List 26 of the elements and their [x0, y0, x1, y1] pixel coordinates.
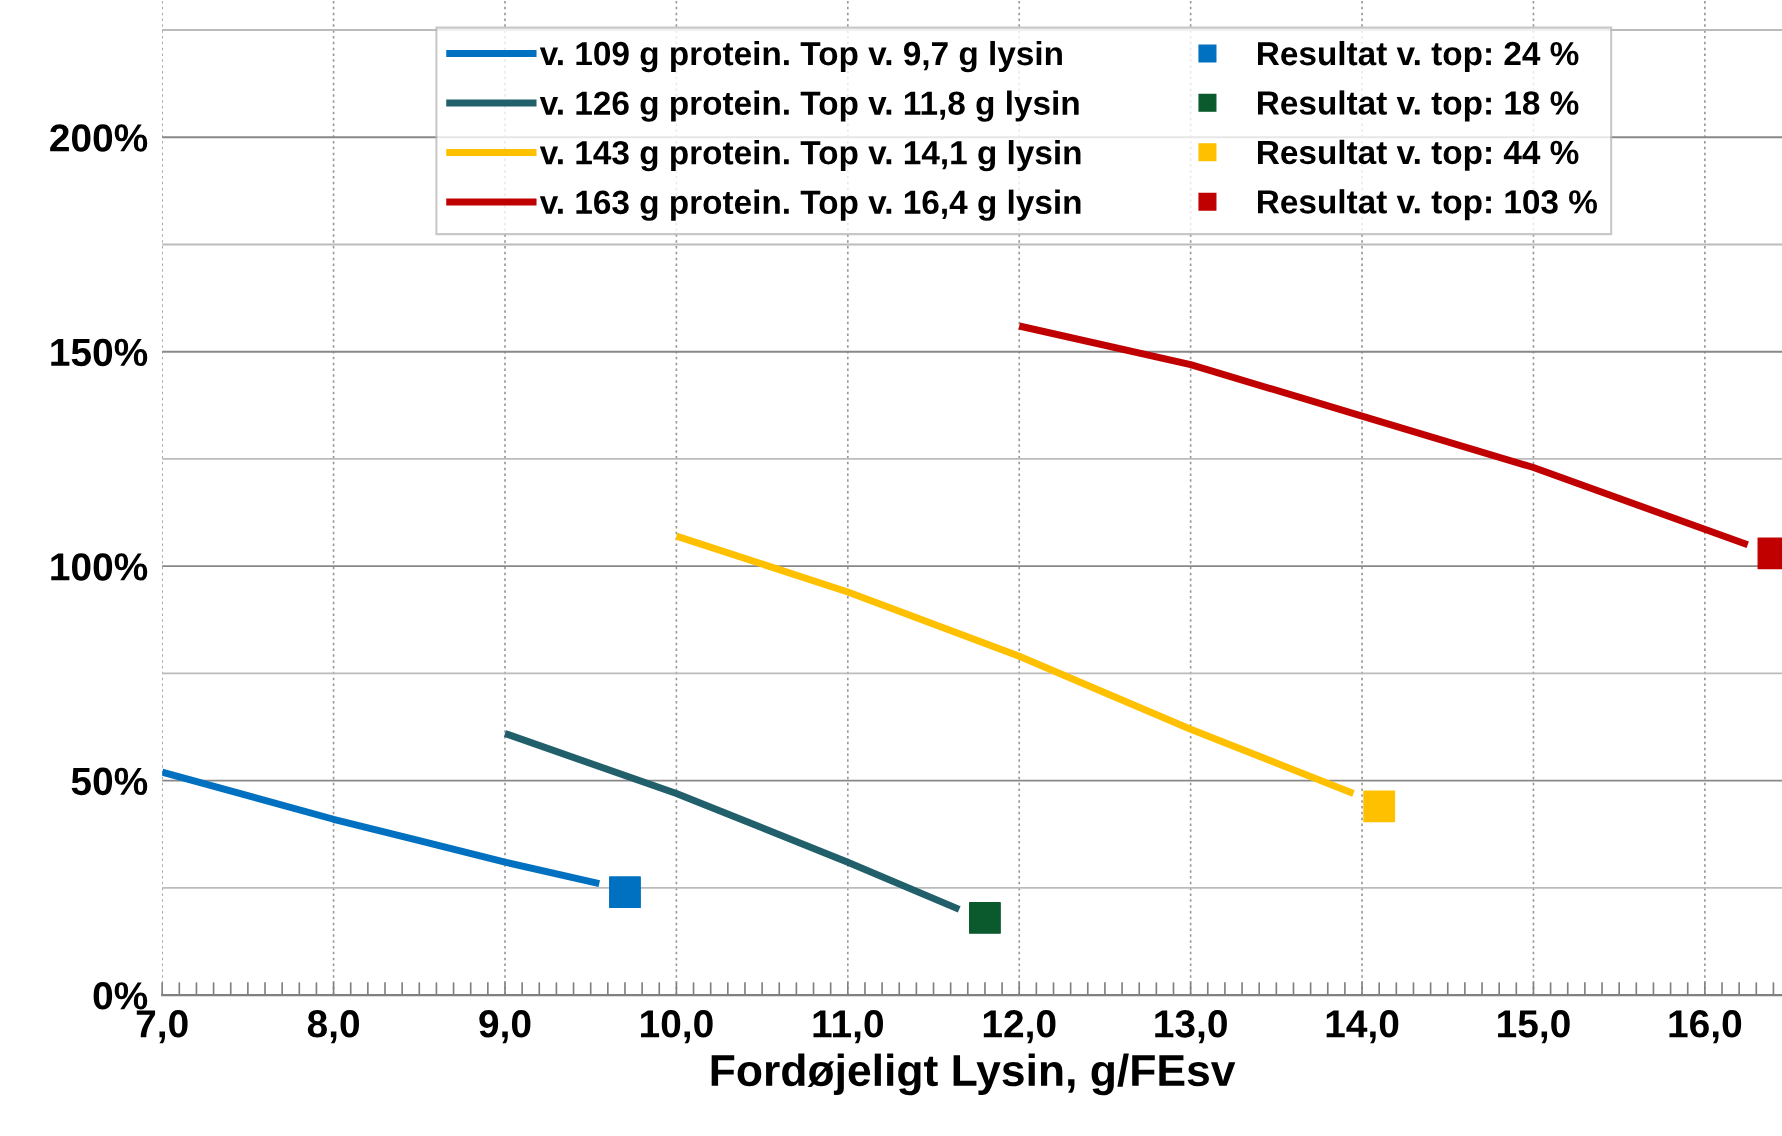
- legend-label: Resultat v. top: 24 %: [1258, 40, 1579, 73]
- x-tick-label: 11,0: [813, 1010, 883, 1044]
- y-tick-label: 100%: [51, 553, 148, 581]
- y-tick-label: 50%: [71, 767, 148, 796]
- y-tick-label: 0%: [93, 982, 148, 1010]
- legend-label: v. 126 g protein. Top v. 11,8 g lysin: [539, 90, 1079, 122]
- legend-label: v. 143 g protein. Top v. 14,1 g lysin: [539, 140, 1081, 172]
- y-tick-label: 200%: [50, 124, 148, 152]
- x-tick-label: 14,0: [1326, 1010, 1399, 1044]
- x-tick-label: 7,0: [136, 1010, 188, 1044]
- x-tick-label: 15,0: [1498, 1010, 1570, 1044]
- y-tick-label: 150%: [51, 338, 148, 367]
- legend-label: Resultat v. top: 44 %: [1258, 139, 1579, 171]
- x-tick-label: 8,0: [307, 1010, 360, 1044]
- legend-label: v. 163 g protein. Top v. 16,4 g lysin: [539, 189, 1081, 221]
- legend-label: Resultat v. top: 103 %: [1258, 189, 1597, 221]
- legend-label: Resultat v. top: 18 %: [1258, 90, 1579, 122]
- x-tick-label: 9,0: [479, 1010, 531, 1044]
- point: [609, 876, 641, 909]
- x-tick-label: 13,0: [1155, 1010, 1227, 1044]
- x-tick-label: 12,0: [983, 1010, 1056, 1044]
- x-tick-label: 16,0: [1669, 1010, 1742, 1044]
- x-tick-label: 10,0: [641, 1010, 713, 1044]
- x-axis-title: Fordøjeligt Lysin, g/FEsv: [711, 1053, 1236, 1096]
- legend-label: v. 109 g protein. Top v. 9,7 g lysin: [539, 40, 1062, 73]
- point: [969, 902, 1001, 934]
